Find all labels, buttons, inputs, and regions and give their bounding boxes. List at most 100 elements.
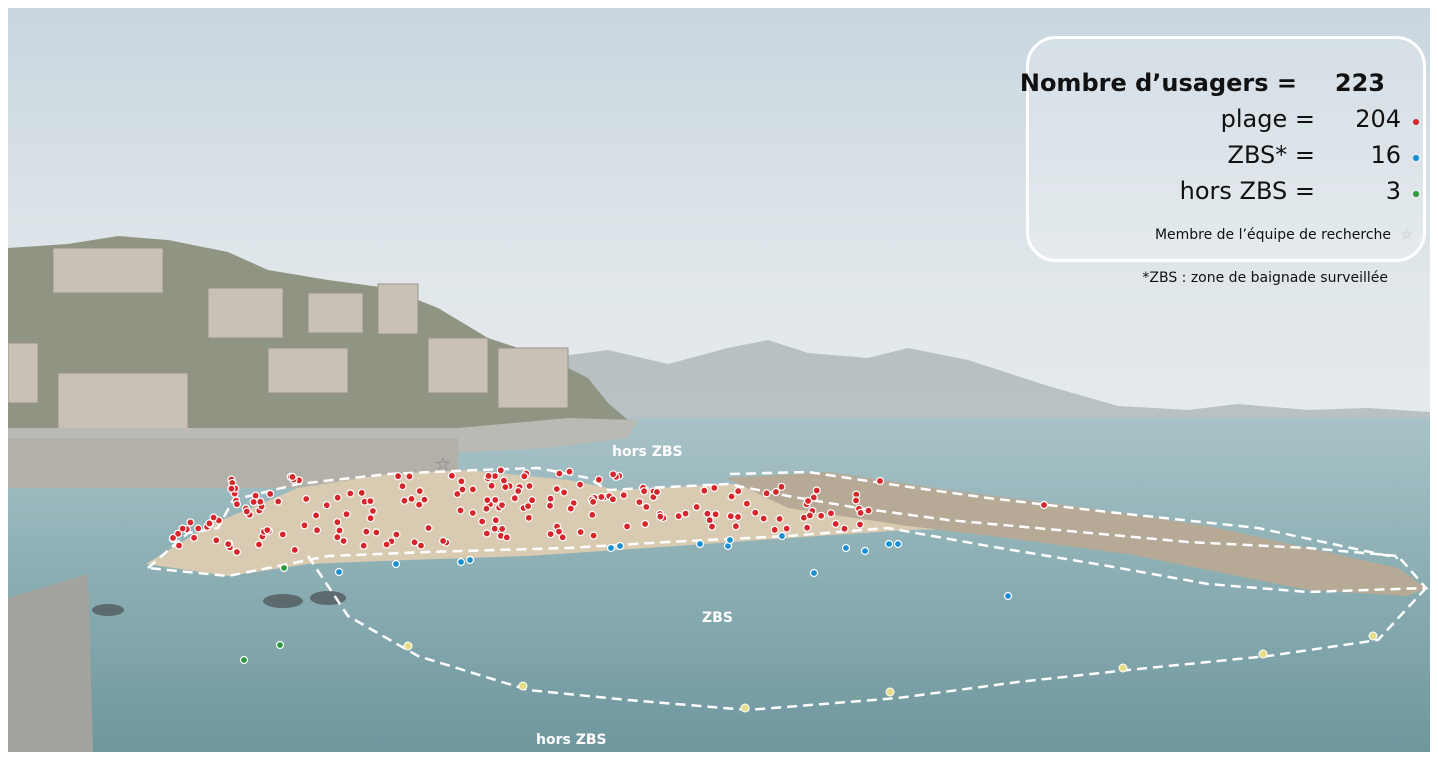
beach-user-dot xyxy=(523,502,533,511)
buildings xyxy=(8,247,569,434)
beach-user-dot xyxy=(559,488,569,497)
beach-user-dot xyxy=(484,471,493,480)
beach-user-dot xyxy=(734,487,743,496)
beach-user-dot xyxy=(856,508,865,517)
beach-user-dot xyxy=(483,496,492,505)
beach-user-dot xyxy=(453,489,462,499)
beach-user-dot xyxy=(707,522,717,531)
beach-user-dot xyxy=(840,524,849,533)
beach-user-dot xyxy=(302,494,311,504)
beach-user-dot xyxy=(288,472,297,481)
legend-beach-label: plage = xyxy=(1220,105,1315,133)
beach-user-dot xyxy=(491,516,500,525)
zbs-user-dot xyxy=(465,555,475,565)
beach-user-dot xyxy=(249,497,258,507)
beach-user-dot xyxy=(457,477,466,486)
beach-user-dot xyxy=(322,501,331,510)
beach-user-dot xyxy=(290,545,299,555)
beach-user-dot xyxy=(190,533,199,542)
beach-user-dot xyxy=(168,533,178,543)
zbs-user-dot xyxy=(809,568,819,578)
beach-user-dot xyxy=(496,466,505,475)
beach-user-dot xyxy=(864,506,873,515)
zbs-user-dot xyxy=(391,559,401,569)
beach-user-dot xyxy=(546,529,555,539)
beach-user-dot xyxy=(224,539,233,549)
legend-panel: Nombre d’usagers = 223 plage = 204 ZBS* … xyxy=(1020,36,1426,262)
zbs-user-dot xyxy=(860,546,870,556)
beach-user-dot xyxy=(357,488,366,497)
beach-user-dot xyxy=(368,506,377,516)
beach-user-dot xyxy=(447,471,456,480)
zbs-user-dot xyxy=(777,531,787,541)
beach-user-dot xyxy=(545,501,555,510)
zone-label-outside-top: hors ZBS xyxy=(612,444,683,460)
red-dot-icon xyxy=(1413,119,1419,125)
beach-user-dot xyxy=(312,526,322,535)
beach-user-dot xyxy=(656,512,665,521)
beach-user-dot xyxy=(372,528,381,537)
legend-zbs-value: 16 xyxy=(1370,141,1401,169)
beach-user-dot xyxy=(359,541,368,550)
zbs-user-dot xyxy=(456,557,466,567)
beach-user-dot xyxy=(777,482,786,491)
beach-user-dot xyxy=(759,514,768,523)
beach-user-dot xyxy=(652,487,662,497)
beach-user-dot xyxy=(439,536,448,546)
zbs-user-dot xyxy=(615,541,625,551)
beach-user-dot xyxy=(826,509,836,518)
beach-user-dot xyxy=(751,508,760,517)
beach-user-dot xyxy=(771,487,781,497)
zone-label-outside-bottom: hors ZBS xyxy=(536,732,607,748)
beach-user-dot xyxy=(342,510,351,519)
beach-zone-outline xyxy=(145,466,1429,594)
beach-user-dot xyxy=(482,504,491,513)
beach-user-dot xyxy=(366,514,375,523)
beach-user-dot xyxy=(597,492,606,501)
beach-user-dot xyxy=(487,481,496,490)
beach-user-dot xyxy=(227,484,236,493)
beach-user-dot xyxy=(382,540,391,549)
beach-user-dot xyxy=(520,472,529,481)
beach-user-dot xyxy=(692,502,701,512)
beach-user-dot xyxy=(727,492,736,501)
beach-user-dot xyxy=(762,489,771,498)
beach-user-dot xyxy=(640,519,650,529)
legend-zbs-row: ZBS* = 16 xyxy=(1029,141,1425,175)
beach-user-dot xyxy=(366,497,375,506)
beach-user-dot xyxy=(501,483,510,492)
mountains xyxy=(548,340,1430,438)
beach-user-dot xyxy=(622,522,632,531)
beach-user-dot xyxy=(333,533,342,542)
beach-user-dot xyxy=(300,521,309,530)
blue-dot-icon xyxy=(1413,155,1419,161)
beach-user-dot xyxy=(809,493,818,502)
beach-photo: ☆ xyxy=(8,8,1430,752)
beach-user-dot xyxy=(209,513,218,522)
quay xyxy=(8,574,93,752)
beach-user-dot xyxy=(546,494,555,503)
beach-user-dot xyxy=(589,531,598,540)
beach-user-dot xyxy=(731,522,741,531)
beach-user-dot xyxy=(478,517,487,526)
beach-user-dot xyxy=(456,506,465,515)
beach-user-dot xyxy=(362,527,371,536)
outside-user-dot xyxy=(239,655,249,665)
legend-zbs-label: ZBS* = xyxy=(1227,141,1315,169)
beach-user-dot xyxy=(416,541,426,550)
zbs-footnote: *ZBS : zone de baignade surveillée xyxy=(1142,270,1388,286)
beach-user-dot xyxy=(525,481,534,491)
zbs-user-dot xyxy=(606,543,616,553)
beach-user-dot xyxy=(733,512,743,521)
beach-user-dot xyxy=(608,470,618,479)
beach-user-dot xyxy=(232,547,241,557)
beach-user-dot xyxy=(424,523,433,533)
beach-user-dot xyxy=(742,499,752,508)
beach-user-dot xyxy=(498,524,507,534)
zbs-user-dots xyxy=(334,531,1013,601)
beach-user-dot xyxy=(674,512,683,521)
beach-user-dot xyxy=(346,489,355,498)
beach-user-dot xyxy=(174,541,184,550)
beach-user-dot xyxy=(212,536,221,545)
beach-user-dots xyxy=(168,466,1049,557)
